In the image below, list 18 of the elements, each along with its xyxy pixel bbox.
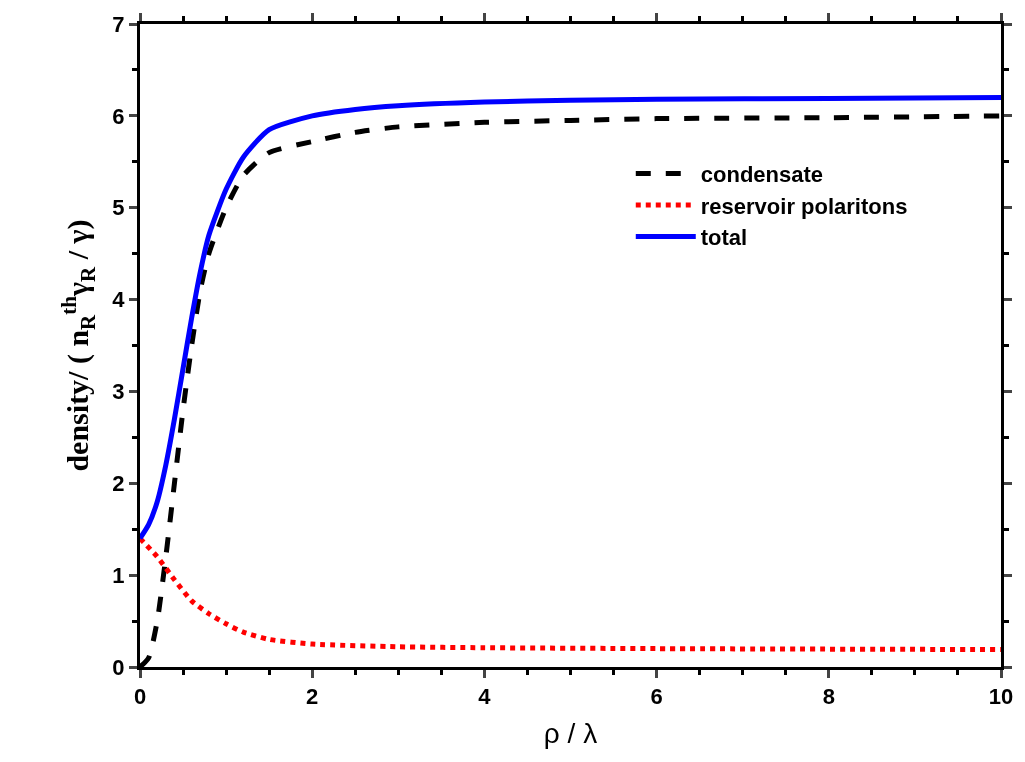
- legend-label: reservoir polaritons: [700, 193, 908, 219]
- y-tick-label: 7: [112, 11, 125, 37]
- legend-label: condensate: [700, 161, 824, 187]
- y-tick-label: 6: [112, 103, 125, 129]
- y-tick-label: 4: [112, 287, 126, 313]
- y-tick-label: 0: [112, 654, 125, 680]
- x-axis-title: ρ / λ: [543, 717, 598, 749]
- x-tick-label: 8: [822, 684, 835, 710]
- y-tick-label: 2: [112, 470, 125, 496]
- y-tick-label: 5: [112, 195, 125, 221]
- x-tick-label: 0: [133, 684, 147, 710]
- x-tick-label: 4: [478, 684, 492, 710]
- x-tick-label: 2: [306, 684, 319, 710]
- y-tick-label: 1: [112, 562, 125, 588]
- legend-label: total: [700, 225, 748, 251]
- y-tick-label: 3: [112, 379, 125, 405]
- x-tick-label: 10: [988, 684, 1014, 710]
- x-tick-label: 6: [650, 684, 663, 710]
